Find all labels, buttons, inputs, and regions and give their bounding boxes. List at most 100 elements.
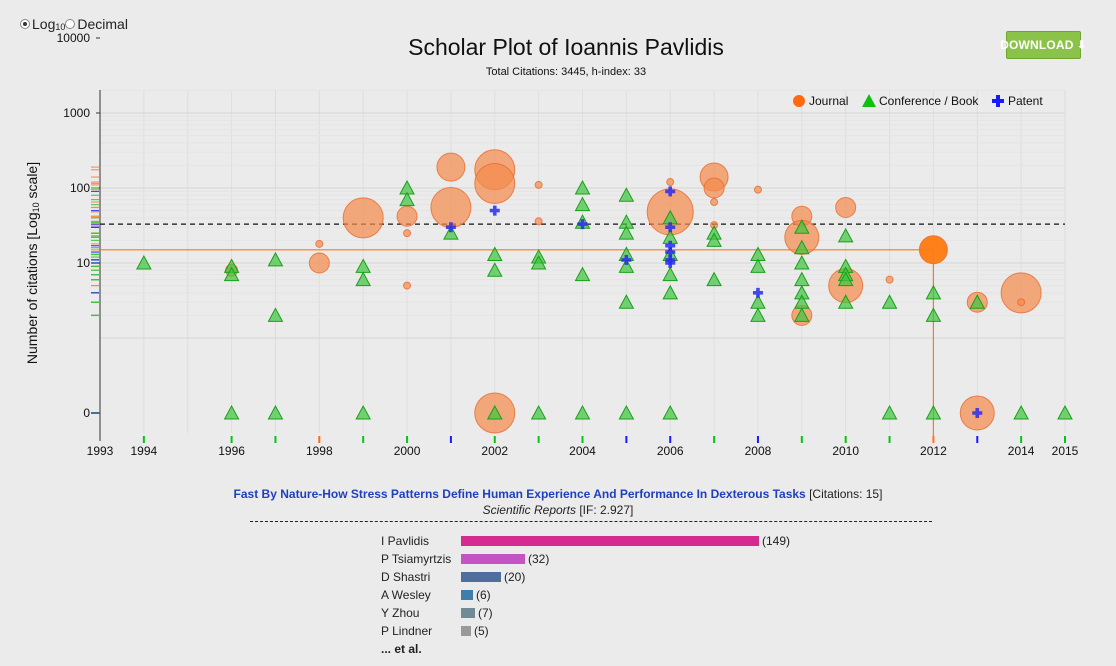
impact-factor: [IF: 2.927] [576,503,634,517]
conference-point [706,232,722,247]
conference-point [925,307,942,322]
author-row: A Wesley (6) [381,586,790,604]
legend-journal-icon [793,95,805,107]
patent-point [489,205,500,216]
conference-point [618,294,635,309]
journal-point [885,275,894,284]
journal-point [430,186,472,228]
y-tick-label: 1000 [63,106,90,120]
decimal-radio[interactable]: Decimal [65,16,128,32]
conference-point [136,254,152,270]
x-tick-label: 2008 [745,444,772,458]
x-tick-label: 2004 [569,444,596,458]
selected-paper-title: Fast By Nature-How Stress Patterns Defin… [0,487,1116,501]
patent-point [972,408,983,419]
author-name[interactable]: A Wesley [381,588,431,602]
conference-point [486,246,503,261]
conference-point [223,404,240,420]
x-tick-label: 2000 [394,444,421,458]
journal-point [1017,298,1026,307]
conference-point [969,294,986,309]
patent-point [752,287,763,298]
author-bar [461,554,525,564]
journal-name: Scientific Reports [482,503,576,517]
download-button[interactable]: DOWNLOAD ⬇ [1000,31,1087,59]
log-radio-label: Log10 [32,16,66,32]
paper-journal: Scientific Reports [IF: 2.927] [0,503,1116,517]
journal-point [753,185,762,194]
author-bar [461,608,475,618]
journal-point [534,217,543,226]
conference-point [267,251,284,267]
author-count: (20) [504,570,526,584]
x-tick-label: 1994 [131,444,158,458]
author-name[interactable]: I Pavlidis [381,534,430,548]
conference-point [574,179,591,195]
conference-point [486,404,503,420]
author-bar [461,536,759,546]
author-count: (6) [476,588,491,602]
scale-toggle: Log10 Decimal [20,16,128,32]
decimal-radio-label: Decimal [77,16,128,32]
conference-point [355,271,372,287]
author-row: P Lindner (5) [381,622,790,640]
conference-point [837,227,854,243]
y-tick-label: 0 [83,406,90,420]
legend-label: Conference / Book [879,94,979,108]
conference-point [925,284,942,300]
x-tick-label: 1996 [218,444,245,458]
patent-point [445,222,456,233]
author-row: D Shastri (20) [381,568,790,586]
author-row: P Tsiamyrtzis (32) [381,550,790,568]
legend-label: Journal [809,94,848,108]
decimal-radio-button[interactable] [65,19,76,29]
conference-point [1057,404,1073,420]
log-radio[interactable]: Log10 [20,16,65,32]
conference-point [881,404,898,420]
chart-title: Scholar Plot of Ioannis Pavlidis [408,34,724,60]
conference-point [881,294,898,309]
author-count: (7) [478,606,493,620]
author-name[interactable]: P Lindner [381,624,433,638]
author-count: (149) [762,534,791,548]
grid [100,89,1066,433]
conference-point [793,239,810,255]
author-name[interactable]: Y Zhou [381,606,420,620]
patent-point [665,247,676,258]
conference-point [574,266,591,282]
patent-point [665,186,676,197]
paper-title-link[interactable]: Fast By Nature-How Stress Patterns Defin… [233,487,806,501]
conference-point [837,294,854,309]
conference-point [1013,404,1029,420]
chart-subtitle: Total Citations: 3445, h-index: 33 [486,66,646,78]
author-list: I Pavlidis (149) P Tsiamyrtzis (32) D Shastr… [381,532,790,658]
legend-patent-icon [992,95,1004,107]
conference-point [662,404,679,420]
journal-point [403,281,412,290]
axes: 0 10 100 1000 10000 1993 1994 1996 1998 2000 2002 2… [57,31,1079,458]
conference-point [443,225,459,240]
log-radio-button[interactable] [20,19,30,29]
x-tick-label: 2012 [920,444,947,458]
author-count: (5) [474,624,489,638]
conference-point [355,404,372,420]
patent-point [665,258,676,269]
x-tick-label: 2002 [481,444,508,458]
author-row: I Pavlidis (149) [381,532,790,550]
conference-point [530,254,547,270]
conference-point [574,196,591,212]
legend-label: Patent [1008,94,1043,108]
author-name[interactable]: P Tsiamyrtzis [381,552,452,566]
scholar-plot: Scholar Plot of Ioannis Pavlidis Total C… [24,31,1079,458]
x-tick-label: 2006 [657,444,684,458]
legend: Journal Conference / Book Patent [793,94,1043,108]
journal-point [403,229,412,238]
author-row: Y Zhou (7) [381,604,790,622]
conference-point [530,404,547,420]
conference-point [750,307,766,322]
journal-point [308,252,330,274]
conference-point [399,191,415,207]
journal-point [534,180,543,189]
x-tick-label: 2014 [1008,444,1035,458]
author-name[interactable]: D Shastri [381,570,431,584]
